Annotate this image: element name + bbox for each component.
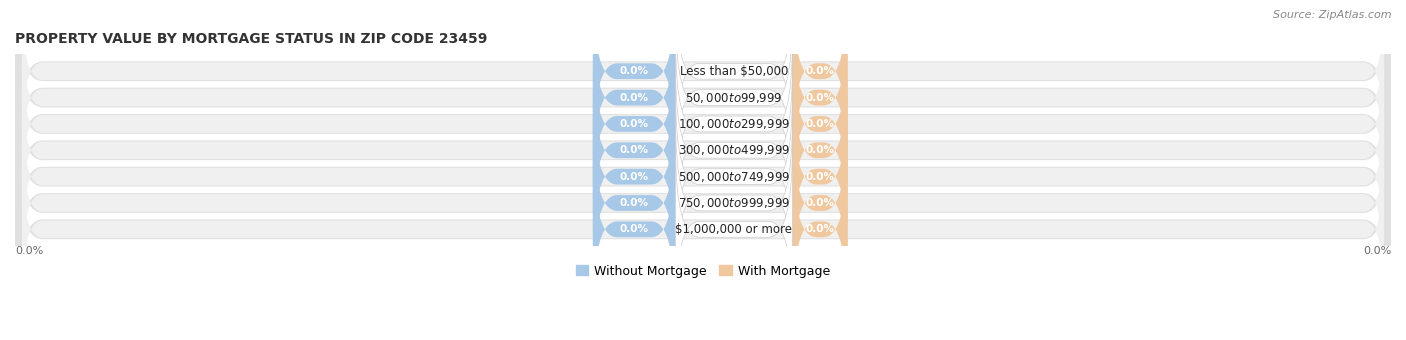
Text: 0.0%: 0.0% bbox=[620, 66, 648, 76]
FancyBboxPatch shape bbox=[15, 0, 1391, 167]
Text: 0.0%: 0.0% bbox=[620, 198, 648, 208]
Text: 0.0%: 0.0% bbox=[15, 246, 44, 256]
Text: 0.0%: 0.0% bbox=[806, 66, 834, 76]
FancyBboxPatch shape bbox=[22, 106, 1384, 247]
FancyBboxPatch shape bbox=[675, 145, 793, 313]
Text: PROPERTY VALUE BY MORTGAGE STATUS IN ZIP CODE 23459: PROPERTY VALUE BY MORTGAGE STATUS IN ZIP… bbox=[15, 32, 488, 46]
FancyBboxPatch shape bbox=[15, 81, 1391, 272]
Text: $50,000 to $99,999: $50,000 to $99,999 bbox=[685, 90, 783, 105]
FancyBboxPatch shape bbox=[675, 92, 793, 261]
Text: 0.0%: 0.0% bbox=[620, 145, 648, 155]
FancyBboxPatch shape bbox=[15, 2, 1391, 193]
FancyBboxPatch shape bbox=[675, 40, 793, 208]
Text: $500,000 to $749,999: $500,000 to $749,999 bbox=[678, 170, 790, 184]
FancyBboxPatch shape bbox=[15, 134, 1391, 325]
FancyBboxPatch shape bbox=[793, 66, 848, 235]
FancyBboxPatch shape bbox=[593, 40, 675, 208]
FancyBboxPatch shape bbox=[593, 0, 675, 156]
Text: 0.0%: 0.0% bbox=[620, 92, 648, 103]
Text: 0.0%: 0.0% bbox=[806, 224, 834, 234]
Legend: Without Mortgage, With Mortgage: Without Mortgage, With Mortgage bbox=[571, 259, 835, 283]
FancyBboxPatch shape bbox=[675, 13, 793, 182]
FancyBboxPatch shape bbox=[593, 92, 675, 261]
FancyBboxPatch shape bbox=[793, 0, 848, 156]
FancyBboxPatch shape bbox=[675, 119, 793, 287]
Text: 0.0%: 0.0% bbox=[1362, 246, 1391, 256]
FancyBboxPatch shape bbox=[593, 13, 675, 182]
Text: Less than $50,000: Less than $50,000 bbox=[679, 65, 789, 78]
Text: $300,000 to $499,999: $300,000 to $499,999 bbox=[678, 143, 790, 157]
FancyBboxPatch shape bbox=[593, 145, 675, 313]
FancyBboxPatch shape bbox=[593, 66, 675, 235]
FancyBboxPatch shape bbox=[793, 92, 848, 261]
FancyBboxPatch shape bbox=[22, 159, 1384, 300]
FancyBboxPatch shape bbox=[675, 66, 793, 235]
FancyBboxPatch shape bbox=[22, 1, 1384, 141]
FancyBboxPatch shape bbox=[15, 29, 1391, 219]
Text: 0.0%: 0.0% bbox=[620, 119, 648, 129]
FancyBboxPatch shape bbox=[15, 107, 1391, 299]
Text: Source: ZipAtlas.com: Source: ZipAtlas.com bbox=[1274, 10, 1392, 20]
Text: 0.0%: 0.0% bbox=[620, 224, 648, 234]
Text: 0.0%: 0.0% bbox=[806, 172, 834, 182]
Text: 0.0%: 0.0% bbox=[806, 145, 834, 155]
Text: $100,000 to $299,999: $100,000 to $299,999 bbox=[678, 117, 790, 131]
FancyBboxPatch shape bbox=[793, 40, 848, 208]
Text: 0.0%: 0.0% bbox=[806, 198, 834, 208]
FancyBboxPatch shape bbox=[22, 27, 1384, 168]
Text: $1,000,000 or more: $1,000,000 or more bbox=[675, 223, 793, 236]
Text: 0.0%: 0.0% bbox=[806, 119, 834, 129]
FancyBboxPatch shape bbox=[675, 0, 793, 156]
FancyBboxPatch shape bbox=[793, 13, 848, 182]
FancyBboxPatch shape bbox=[793, 119, 848, 287]
Text: 0.0%: 0.0% bbox=[620, 172, 648, 182]
FancyBboxPatch shape bbox=[22, 80, 1384, 221]
FancyBboxPatch shape bbox=[22, 54, 1384, 194]
Text: 0.0%: 0.0% bbox=[806, 92, 834, 103]
FancyBboxPatch shape bbox=[22, 133, 1384, 273]
FancyBboxPatch shape bbox=[793, 145, 848, 313]
FancyBboxPatch shape bbox=[593, 119, 675, 287]
Text: $750,000 to $999,999: $750,000 to $999,999 bbox=[678, 196, 790, 210]
FancyBboxPatch shape bbox=[15, 55, 1391, 246]
